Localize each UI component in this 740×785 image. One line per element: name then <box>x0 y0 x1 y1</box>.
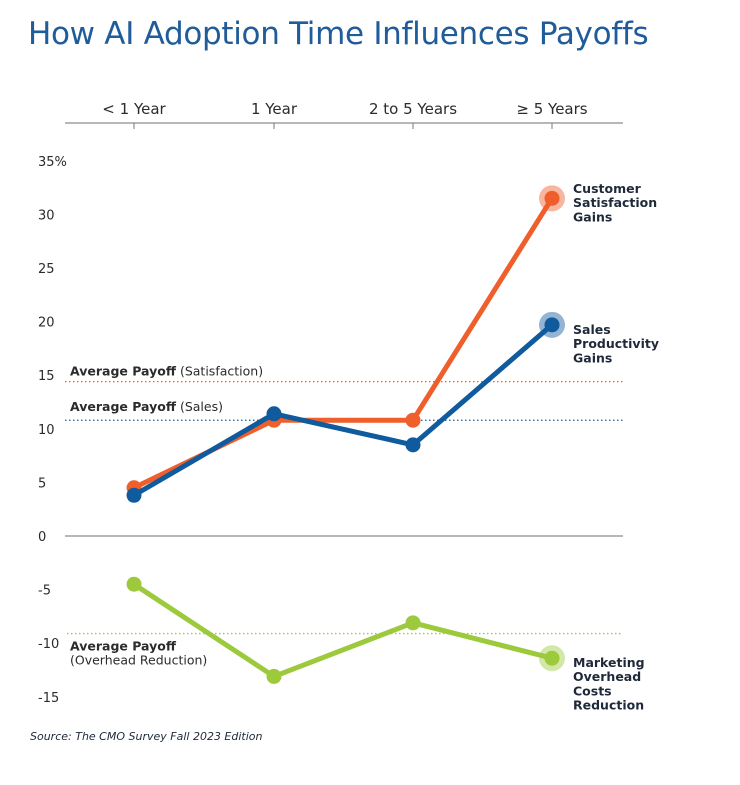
y-tick-label: -10 <box>38 637 59 652</box>
satisfaction-series-line <box>131 195 555 491</box>
overhead-data-point <box>544 650 560 666</box>
overhead-data-point <box>266 668 282 684</box>
overhead-data-point <box>405 615 421 631</box>
overhead-data-point <box>126 576 142 592</box>
y-tick-label: -15 <box>38 691 59 706</box>
y-tick-label: 30 <box>38 208 55 223</box>
average-overhead-label: Average Payoff <box>70 639 177 654</box>
category-label: ≥ 5 Years <box>516 100 587 118</box>
sales-data-point <box>126 487 142 503</box>
sales-series-line <box>131 322 555 498</box>
satisfaction-data-point <box>544 190 560 206</box>
sales-data-point <box>266 406 282 422</box>
y-tick-label: 0 <box>38 530 46 545</box>
sales-series-label: Productivity <box>573 336 659 351</box>
sales-data-point <box>405 437 421 453</box>
y-tick-label: 5 <box>38 476 46 491</box>
satisfaction-series-label: Satisfaction <box>573 195 657 210</box>
satisfaction-data-point <box>405 412 421 428</box>
category-label: 2 to 5 Years <box>369 100 457 118</box>
overhead-series-label: Overhead <box>573 669 641 684</box>
overhead-series-label: Reduction <box>573 698 644 713</box>
y-tick-label: 35% <box>38 155 67 170</box>
chart-title: How AI Adoption Time Influences Payoffs <box>28 16 649 52</box>
average-satisfaction-label: Average Payoff (Satisfaction) <box>70 364 263 379</box>
source-note: Source: The CMO Survey Fall 2023 Edition <box>30 730 263 743</box>
overhead-series-label: Marketing <box>573 655 645 670</box>
satisfaction-series-label: Gains <box>573 209 612 224</box>
category-label: < 1 Year <box>102 100 166 118</box>
average-sales-label: Average Payoff (Sales) <box>70 399 223 414</box>
satisfaction-series-label: Customer <box>573 181 642 196</box>
y-tick-label: 25 <box>38 262 55 277</box>
category-label: 1 Year <box>251 100 298 118</box>
sales-data-point <box>544 317 560 333</box>
y-tick-label: -5 <box>38 584 51 599</box>
average-overhead-label-detail: (Overhead Reduction) <box>70 653 207 668</box>
sales-series-label: Sales <box>573 322 611 337</box>
y-tick-label: 20 <box>38 316 55 331</box>
y-tick-label: 10 <box>38 423 55 438</box>
sales-series-label: Gains <box>573 350 612 365</box>
y-tick-label: 15 <box>38 369 55 384</box>
overhead-series-label: Costs <box>573 683 612 698</box>
overhead-series-line <box>131 581 555 679</box>
